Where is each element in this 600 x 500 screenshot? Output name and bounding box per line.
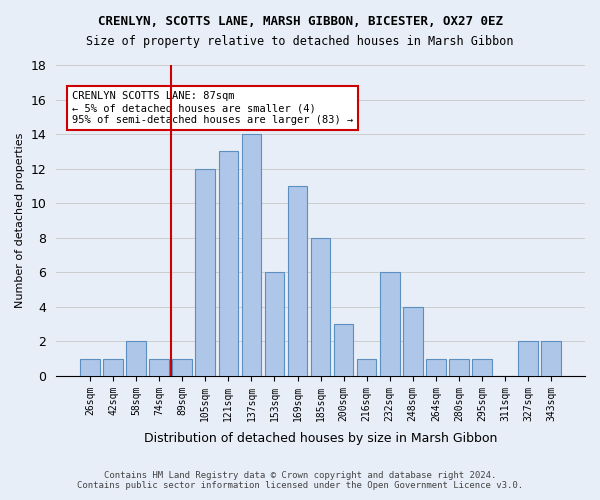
Text: Size of property relative to detached houses in Marsh Gibbon: Size of property relative to detached ho… (86, 35, 514, 48)
Bar (426, 358, 446, 376)
Bar (380, 272, 400, 376)
Bar (403, 307, 422, 376)
Bar (172, 358, 192, 376)
Text: Contains HM Land Registry data © Crown copyright and database right 2024.
Contai: Contains HM Land Registry data © Crown c… (77, 470, 523, 490)
Bar (311, 238, 331, 376)
Text: CRENLYN, SCOTTS LANE, MARSH GIBBON, BICESTER, OX27 0EZ: CRENLYN, SCOTTS LANE, MARSH GIBBON, BICE… (97, 15, 503, 28)
Bar (357, 358, 376, 376)
Bar (288, 186, 307, 376)
Bar (103, 358, 123, 376)
Bar (334, 324, 353, 376)
Bar (242, 134, 261, 376)
Bar (449, 358, 469, 376)
Bar (472, 358, 492, 376)
Y-axis label: Number of detached properties: Number of detached properties (15, 133, 25, 308)
Bar (218, 152, 238, 376)
Bar (518, 342, 538, 376)
X-axis label: Distribution of detached houses by size in Marsh Gibbon: Distribution of detached houses by size … (144, 432, 497, 445)
Text: CRENLYN SCOTTS LANE: 87sqm
← 5% of detached houses are smaller (4)
95% of semi-d: CRENLYN SCOTTS LANE: 87sqm ← 5% of detac… (72, 92, 353, 124)
Bar (196, 168, 215, 376)
Bar (127, 342, 146, 376)
Bar (541, 342, 561, 376)
Bar (149, 358, 169, 376)
Bar (265, 272, 284, 376)
Bar (80, 358, 100, 376)
